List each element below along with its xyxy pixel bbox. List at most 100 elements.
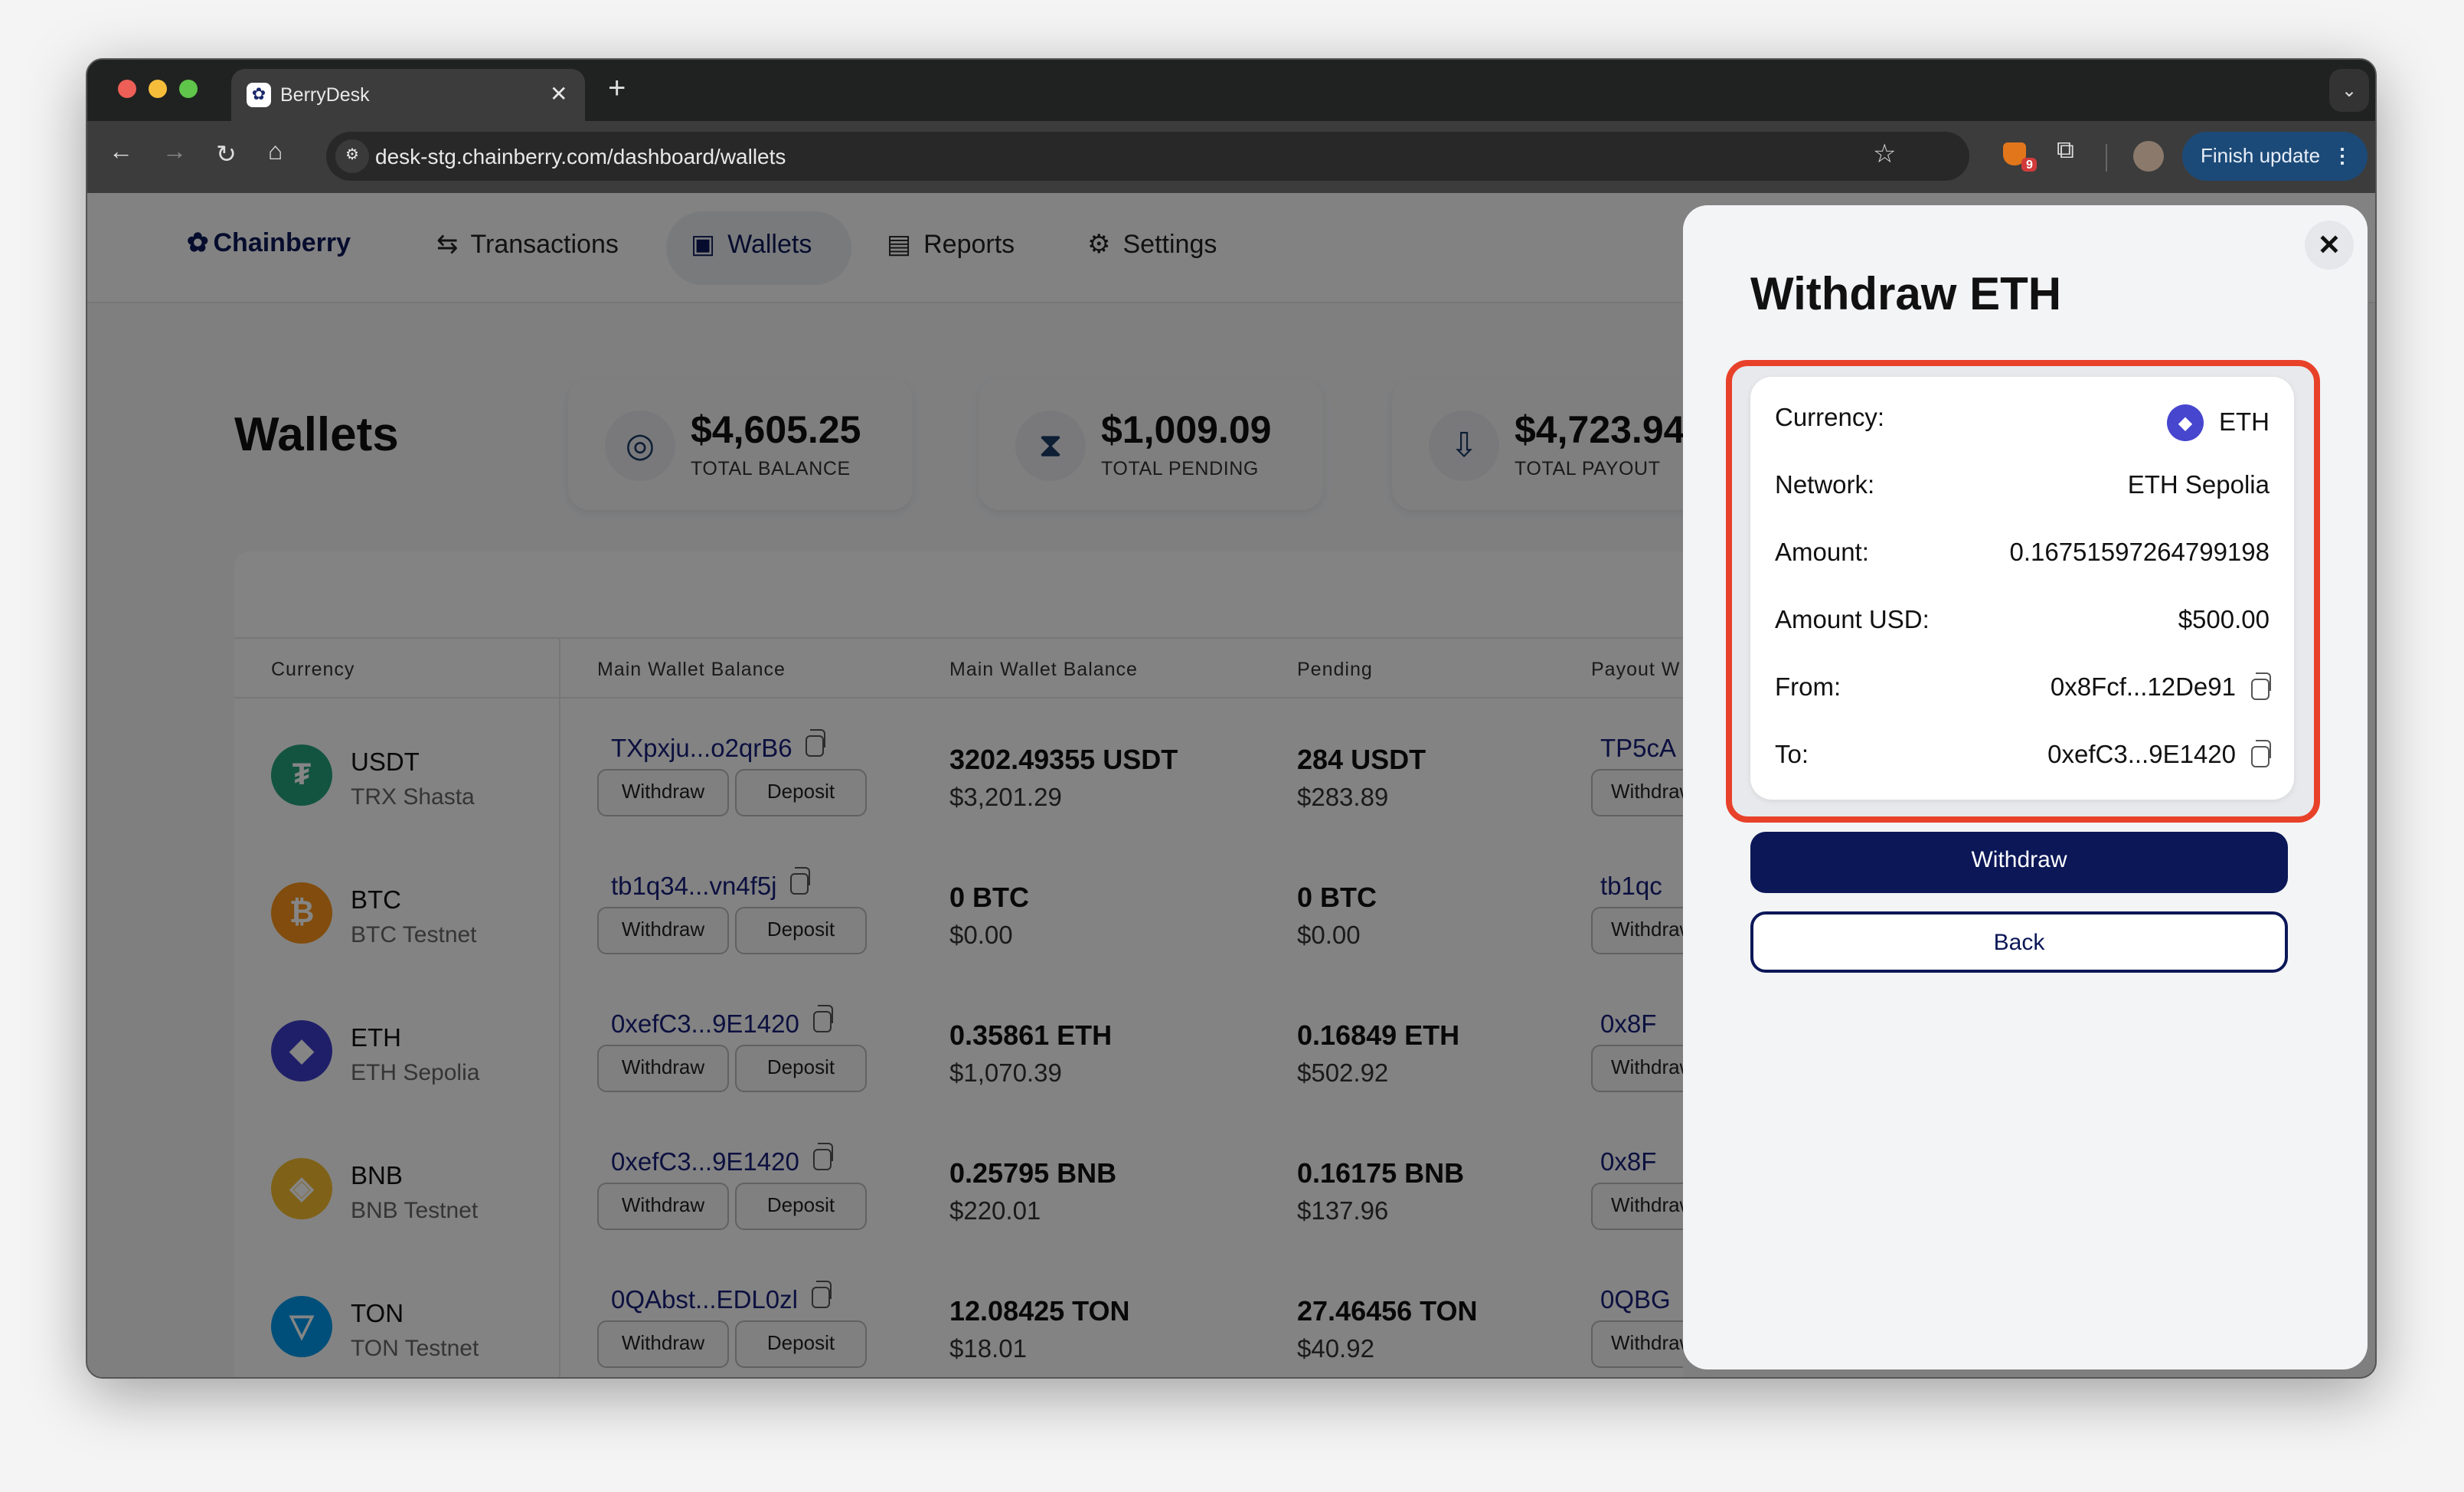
copy-icon[interactable] <box>812 1005 833 1032</box>
copy-icon[interactable] <box>2251 739 2271 767</box>
deposit-button[interactable]: Deposit <box>735 1320 867 1368</box>
finish-update-label: Finish update <box>2201 144 2321 167</box>
detail-row: Currency: ◆ ETH <box>1775 404 2270 441</box>
close-window-button[interactable] <box>118 80 136 98</box>
nav-transactions[interactable]: ⇆ Transactions <box>436 230 619 260</box>
detail-value: 0.16751597264799198 <box>2009 539 2270 568</box>
payout-withdraw-button[interactable]: Withdraw <box>1591 907 1683 954</box>
detail-value: ◆ ETH <box>2167 404 2270 441</box>
nav-label: Reports <box>923 230 1015 259</box>
ton-coin-icon: ▽ <box>271 1296 332 1357</box>
payout-withdraw-button[interactable]: Withdraw <box>1591 1320 1683 1368</box>
copy-icon[interactable] <box>805 729 825 757</box>
maximize-window-button[interactable] <box>179 80 198 98</box>
detail-value-text: ETH Sepolia <box>2127 472 2270 499</box>
confirm-withdraw-button[interactable]: Withdraw <box>1750 832 2288 893</box>
bnb-coin-icon: ◈ <box>271 1158 332 1219</box>
new-tab-button[interactable]: + <box>608 72 626 106</box>
payout-withdraw-button[interactable]: Withdraw <box>1591 1183 1683 1230</box>
copy-icon[interactable] <box>812 1143 833 1170</box>
site-settings-icon[interactable]: ⚙ <box>335 139 369 173</box>
payout-address[interactable]: TP5cA <box>1600 735 1677 763</box>
pending-balance: 0.16175 BNB <box>1297 1158 1465 1189</box>
detail-label: From: <box>1775 674 1841 702</box>
main-balance: 12.08425 TON <box>949 1296 1130 1327</box>
finish-update-button[interactable]: Finish update ⋮ <box>2182 132 2368 181</box>
nav-label: Wallets <box>727 230 812 259</box>
home-icon[interactable]: ⌂ <box>268 139 283 165</box>
browser-tab[interactable]: ✿ BerryDesk ✕ <box>231 69 585 121</box>
wallet-address[interactable]: 0xefC3...9E1420 <box>611 1005 833 1040</box>
detail-value: $500.00 <box>2178 607 2270 636</box>
wallet-address[interactable]: 0QAbst...EDL0zl <box>611 1281 832 1316</box>
tab-strip: ✿ BerryDesk ✕ + ⌄ <box>87 60 2375 121</box>
currency-symbol: ETH <box>351 1025 401 1052</box>
more-menu-icon[interactable]: ⋮ <box>2332 144 2352 167</box>
address-bar[interactable]: ⚙ desk-stg.chainberry.com/dashboard/wall… <box>326 132 1969 181</box>
table-row: ₿ BTC BTC Testnet tb1q34...vn4f5j Withdraw D… <box>234 839 1683 980</box>
table-row: ▽ TON TON Testnet 0QAbst...EDL0zl Withdraw D… <box>234 1253 1683 1377</box>
nav-wallets[interactable]: ▣ Wallets <box>691 230 812 260</box>
deposit-button[interactable]: Deposit <box>735 1183 867 1230</box>
reload-icon[interactable]: ↻ <box>216 142 237 169</box>
withdraw-button[interactable]: Withdraw <box>597 907 729 954</box>
wallet-address[interactable]: TXpxju...o2qrB6 <box>611 729 825 764</box>
browser-window: ✿ BerryDesk ✕ + ⌄ ← → ↻ ⌂ ⚙ desk-stg.cha… <box>86 58 2377 1379</box>
detail-label: Amount: <box>1775 539 1869 567</box>
deposit-button[interactable]: Deposit <box>735 907 867 954</box>
close-modal-button[interactable]: ✕ <box>2305 221 2354 270</box>
tab-title: BerryDesk <box>280 84 370 106</box>
currency-network: BTC Testnet <box>351 922 477 948</box>
currency-symbol: BNB <box>351 1163 403 1190</box>
detail-row: Amount USD: $500.00 <box>1775 607 2270 643</box>
forward-icon[interactable]: → <box>162 139 187 165</box>
nav-settings[interactable]: ⚙ Settings <box>1087 230 1217 260</box>
detail-value-text: 0.16751597264799198 <box>2009 539 2270 567</box>
payout-address[interactable]: 0x8F <box>1600 1149 1657 1176</box>
stat-card-total-payout: ⇩ $4,723.94 TOTAL PAYOUT <box>1392 378 1737 510</box>
withdraw-button[interactable]: Withdraw <box>597 1320 729 1368</box>
withdraw-button[interactable]: Withdraw <box>597 1045 729 1092</box>
close-tab-icon[interactable]: ✕ <box>550 81 568 106</box>
copy-icon[interactable] <box>789 867 810 895</box>
wallet-address[interactable]: 0xefC3...9E1420 <box>611 1143 833 1178</box>
bookmark-star-icon[interactable]: ☆ <box>1873 139 1897 169</box>
payout-withdraw-button[interactable]: Withdraw <box>1591 769 1683 816</box>
nav-reports[interactable]: ▤ Reports <box>887 230 1015 260</box>
extensions-puzzle-icon[interactable]: ⧉ <box>2057 138 2074 164</box>
stat-card-total-balance: ◎ $4,605.25 TOTAL BALANCE <box>568 378 913 510</box>
wallet-icon: ▣ <box>691 230 716 259</box>
column-header: Currency <box>271 659 355 680</box>
logo[interactable]: ✿ Chainberry <box>187 228 351 259</box>
deposit-button[interactable]: Deposit <box>735 769 867 816</box>
tab-search-chevron-icon[interactable]: ⌄ <box>2329 69 2369 112</box>
detail-value-text: 0xefC3...9E1420 <box>2047 741 2236 769</box>
hourglass-icon: ⧗ <box>1015 411 1086 481</box>
payout-address[interactable]: 0x8F <box>1600 1011 1657 1039</box>
table-header: Currency Main Wallet Balance Main Wallet… <box>234 637 1683 699</box>
minimize-window-button[interactable] <box>149 80 167 98</box>
stat-value: $4,605.25 <box>691 409 861 452</box>
withdraw-details-card: Currency: ◆ ETH Network: ETH Sepolia Amount: 0… <box>1750 377 2294 800</box>
payout-withdraw-button[interactable]: Withdraw <box>1591 1045 1683 1092</box>
copy-icon[interactable] <box>2251 672 2271 699</box>
column-header: Main Wallet Balance <box>949 659 1138 680</box>
payout-address[interactable]: 0QBG <box>1600 1287 1671 1314</box>
back-button[interactable]: Back <box>1750 911 2288 973</box>
payout-address[interactable]: tb1qc <box>1600 873 1662 901</box>
detail-label: Currency: <box>1775 404 1885 432</box>
copy-icon[interactable] <box>811 1281 832 1308</box>
detail-label: Network: <box>1775 472 1875 499</box>
detail-row: Network: ETH Sepolia <box>1775 472 2270 509</box>
extension-badge: 9 <box>2021 158 2038 172</box>
detail-value-text: 0x8Fcf...12De91 <box>2050 674 2236 702</box>
highlight-box: Currency: ◆ ETH Network: ETH Sepolia Amount: 0… <box>1726 360 2320 823</box>
wallet-address[interactable]: tb1q34...vn4f5j <box>611 867 810 902</box>
withdraw-button[interactable]: Withdraw <box>597 1183 729 1230</box>
detail-row: To: 0xefC3...9E1420 <box>1775 739 2271 778</box>
withdraw-button[interactable]: Withdraw <box>597 769 729 816</box>
eth-icon: ◆ <box>2167 404 2204 441</box>
deposit-button[interactable]: Deposit <box>735 1045 867 1092</box>
back-icon[interactable]: ← <box>109 139 133 165</box>
profile-avatar[interactable] <box>2133 141 2164 172</box>
